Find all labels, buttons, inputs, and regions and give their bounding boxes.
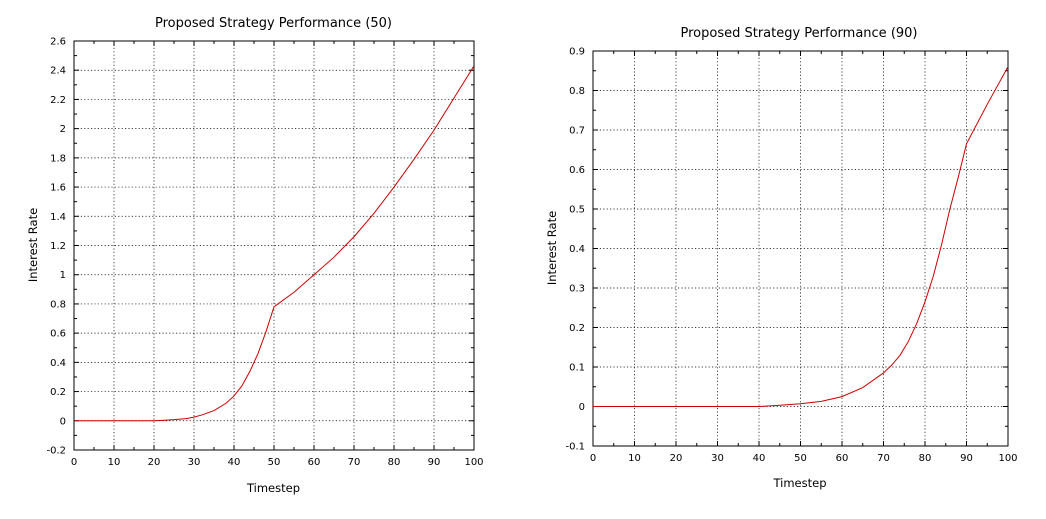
x-tick-label: 10 [108, 457, 121, 468]
y-tick-label: 0.4 [50, 358, 66, 369]
y-tick-label: 0 [60, 416, 66, 427]
y-tick-label: 0.7 [569, 126, 585, 137]
x-tick-label: 50 [268, 457, 281, 468]
y-tick-label: 0.9 [569, 47, 585, 58]
y-tick-label: 0.2 [50, 387, 66, 398]
y-tick-label: -0.1 [565, 442, 585, 453]
x-tick-label: 40 [228, 457, 241, 468]
series-line [74, 65, 475, 422]
x-tick-label: 50 [794, 453, 807, 464]
series-line [593, 66, 1009, 407]
y-axis-label: Interest Rate [545, 211, 559, 285]
y-tick-label: 1.4 [50, 212, 66, 223]
x-tick-label: 100 [998, 453, 1017, 464]
y-tick-label: 2 [60, 124, 66, 135]
chart-strategy-90: Proposed Strategy Performance (90) Times… [545, 26, 1018, 490]
y-tick-label: 2.2 [50, 95, 66, 106]
x-tick-label: 60 [308, 457, 321, 468]
x-tick-label: 20 [148, 457, 161, 468]
x-tick-label: 0 [71, 457, 77, 468]
x-tick-label: 60 [836, 453, 849, 464]
y-tick-label: 0.6 [569, 165, 585, 176]
y-tick-label: 1.2 [50, 241, 66, 252]
chart-title: Proposed Strategy Performance (50) [155, 16, 392, 31]
x-tick-label: 30 [188, 457, 201, 468]
y-tick-label: 2.6 [50, 37, 66, 48]
y-tick-label: 1.6 [50, 183, 66, 194]
x-tick-label: 80 [919, 453, 932, 464]
y-tick-label: 0.8 [569, 86, 585, 97]
x-tick-label: 40 [753, 453, 766, 464]
chart-strategy-50: Proposed Strategy Performance (50) Times… [26, 16, 484, 495]
y-tick-label: 0.5 [569, 205, 585, 216]
x-tick-label: 90 [960, 453, 973, 464]
y-axis-label: Interest Rate [26, 208, 40, 282]
y-tick-label: 0.8 [50, 299, 66, 310]
y-tick-label: 0.3 [569, 284, 585, 295]
x-tick-label: 10 [628, 453, 641, 464]
y-tick-label: 0 [579, 402, 585, 413]
x-tick-label: 90 [428, 457, 441, 468]
x-axis-label: Timestep [246, 481, 300, 495]
x-tick-label: 70 [877, 453, 890, 464]
x-tick-label: 80 [388, 457, 401, 468]
y-tick-label: -0.2 [46, 446, 66, 457]
x-tick-label: 20 [670, 453, 683, 464]
x-tick-label: 100 [464, 457, 483, 468]
x-axis-label: Timestep [772, 476, 826, 490]
y-tick-label: 0.1 [569, 363, 585, 374]
x-tick-label: 70 [348, 457, 361, 468]
y-tick-label: 0.4 [569, 244, 585, 255]
y-tick-label: 0.2 [569, 323, 585, 334]
y-tick-label: 1.8 [50, 153, 66, 164]
x-tick-label: 0 [590, 453, 596, 464]
y-tick-label: 2.4 [50, 66, 66, 77]
y-tick-label: 1 [60, 270, 66, 281]
chart-title: Proposed Strategy Performance (90) [680, 26, 917, 41]
x-tick-label: 30 [711, 453, 724, 464]
y-tick-label: 0.6 [50, 329, 66, 340]
